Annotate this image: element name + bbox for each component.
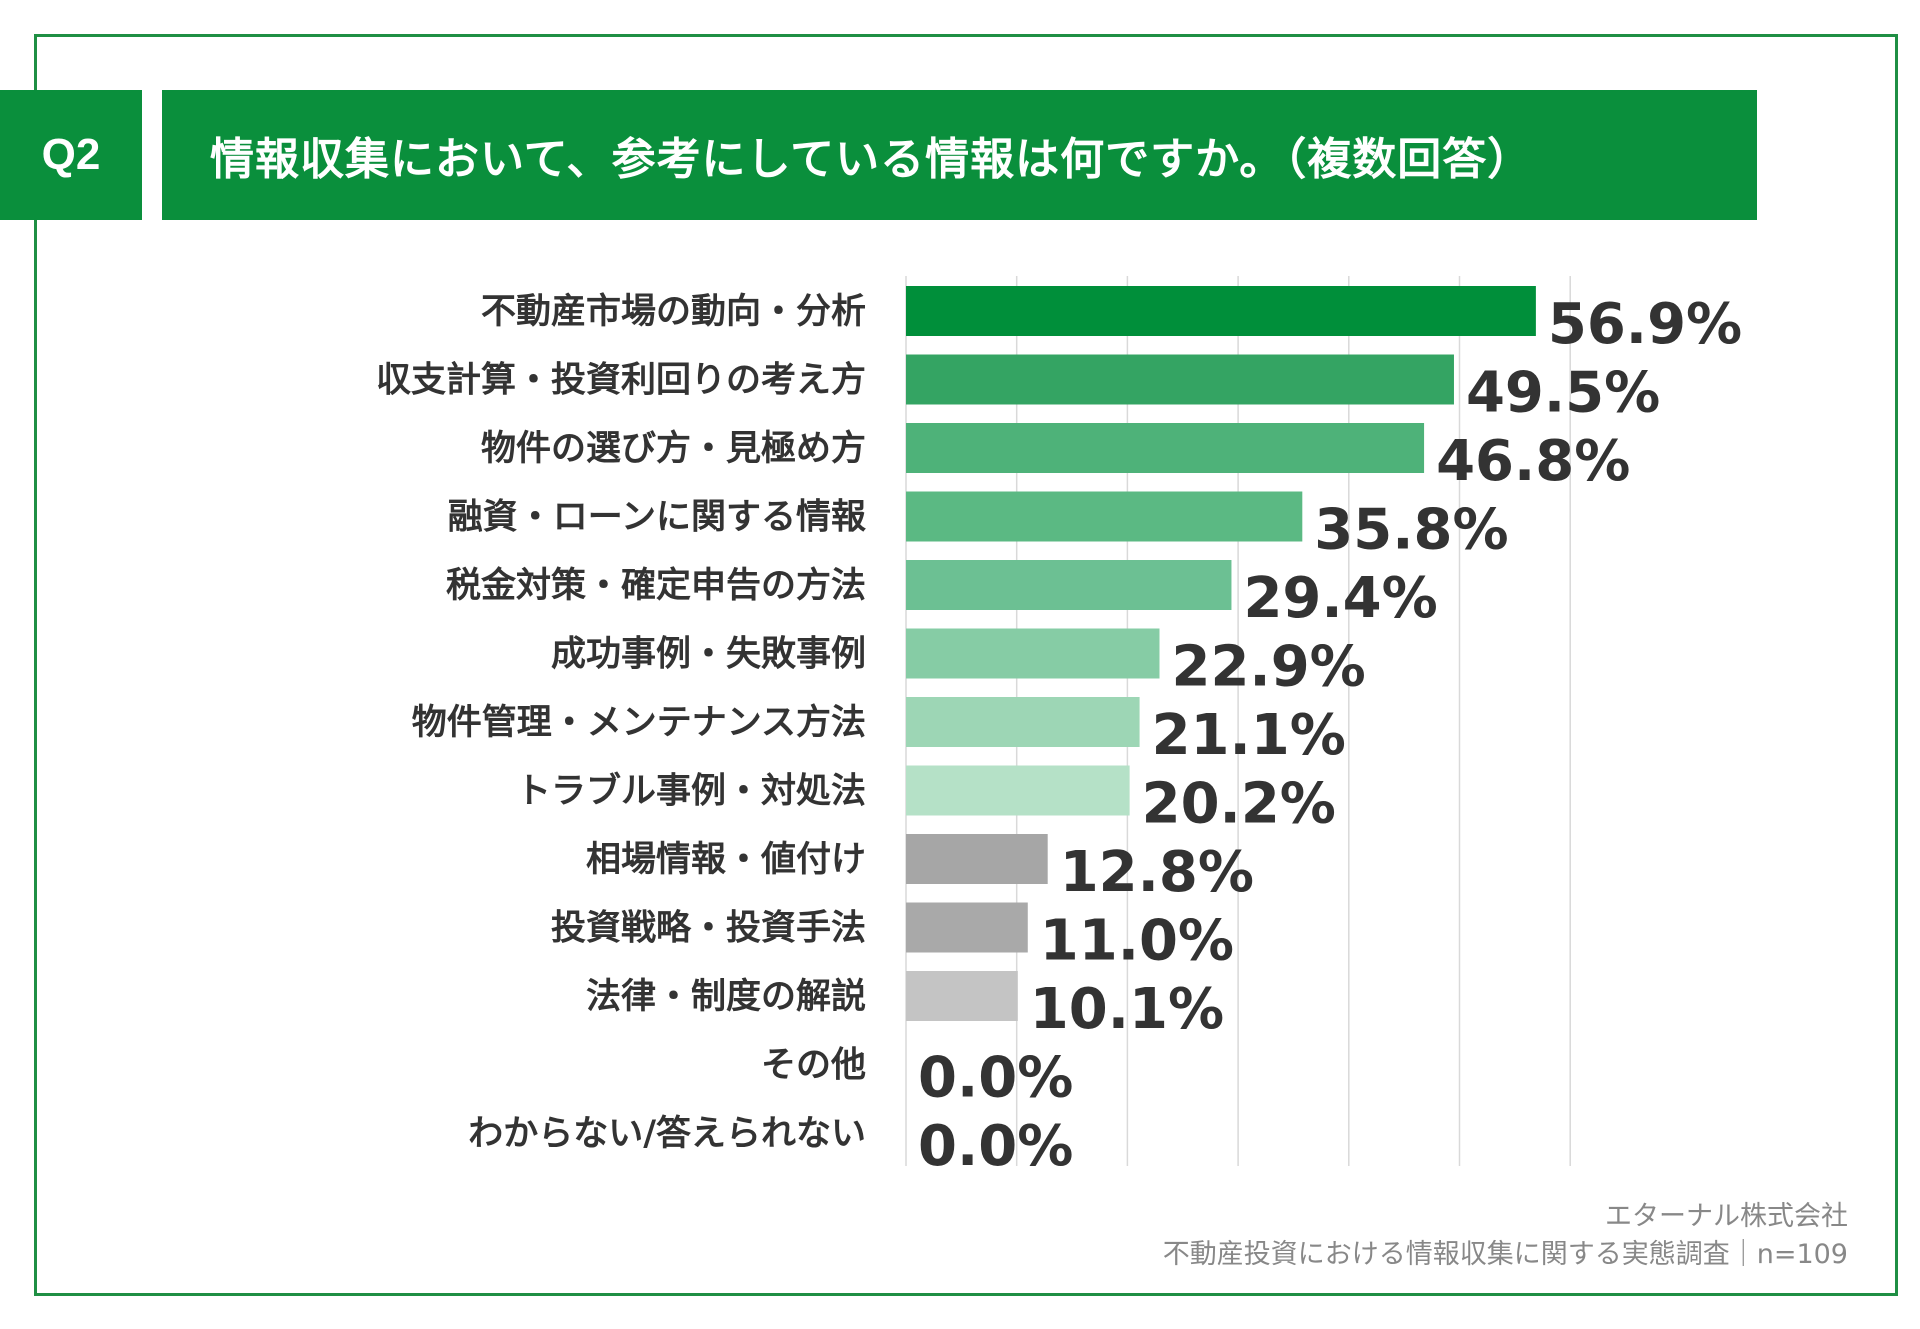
bar — [906, 971, 1018, 1021]
value-label: 12.8% — [1060, 840, 1254, 905]
source-survey: 不動産投資における情報収集に関する実態調査｜n=109 — [1162, 1239, 1848, 1270]
value-label: 0.0% — [918, 1114, 1073, 1179]
bar — [906, 354, 1454, 405]
category-label: 物件の選び方・見極め方 — [481, 429, 866, 469]
value-label: 0.0% — [918, 1046, 1073, 1111]
question-number-badge: Q2 — [0, 90, 142, 220]
bar — [906, 560, 1232, 610]
source-company: エターナル株式会社 — [1605, 1201, 1848, 1232]
value-label: 29.4% — [1243, 566, 1437, 631]
value-label: 22.9% — [1172, 635, 1366, 700]
bar — [906, 697, 1140, 747]
bar — [906, 902, 1028, 953]
question-title: 情報収集において、参考にしている情報は何ですか。（複数回答） — [162, 90, 1757, 220]
category-label: 投資戦略・投資手法 — [551, 909, 866, 949]
bar — [906, 491, 1303, 542]
value-label: 35.8% — [1314, 498, 1508, 563]
bar — [906, 628, 1160, 679]
category-label: 相場情報・値付け — [586, 840, 866, 880]
bar — [906, 765, 1130, 816]
category-label: 不動産市場の動向・分析 — [481, 292, 866, 332]
bar — [906, 423, 1425, 473]
category-label: 物件管理・メンテナンス方法 — [412, 703, 866, 743]
category-label: 法律・制度の解説 — [586, 977, 866, 1017]
value-label: 21.1% — [1152, 703, 1346, 768]
value-label: 46.8% — [1436, 429, 1630, 494]
chart-frame — [34, 34, 1898, 1296]
value-label: 56.9% — [1548, 292, 1742, 357]
bar — [906, 834, 1048, 884]
value-label: 20.2% — [1142, 772, 1336, 837]
category-label: 税金対策・確定申告の方法 — [446, 565, 866, 606]
value-label: 10.1% — [1030, 977, 1224, 1042]
category-label: 収支計算・投資利回りの考え方 — [376, 361, 866, 401]
value-label: 11.0% — [1040, 909, 1234, 974]
bar — [906, 286, 1536, 336]
category-label: わからない/答えられない — [468, 1114, 866, 1154]
category-label: 融資・ローンに関する情報 — [448, 498, 866, 538]
category-label: 成功事例・失敗事例 — [551, 635, 866, 675]
value-label: 49.5% — [1466, 361, 1660, 426]
category-label: その他 — [761, 1046, 866, 1086]
category-label: トラブル事例・対処法 — [516, 771, 866, 812]
